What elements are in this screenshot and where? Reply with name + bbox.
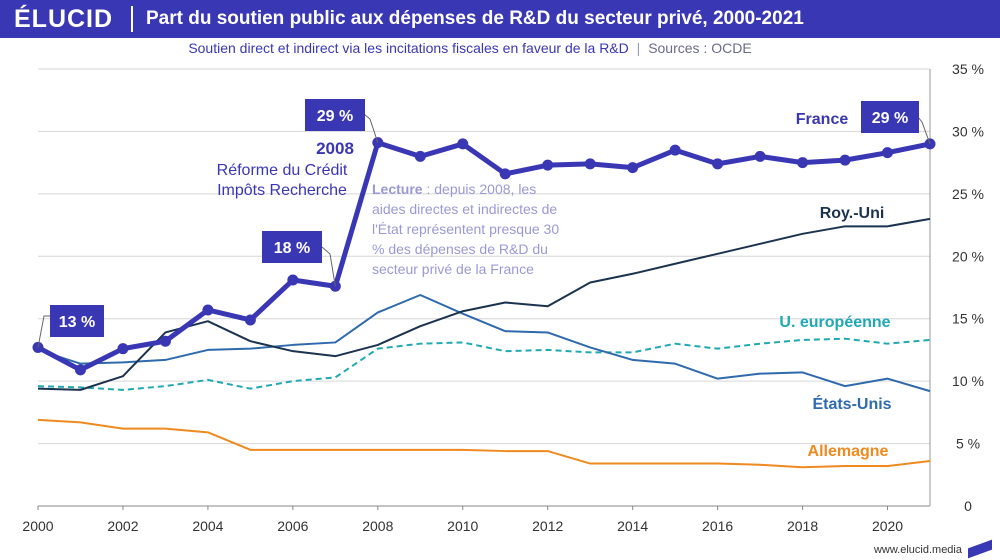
france-point [669,144,681,156]
leader-13 [37,315,50,348]
logo-divider [131,6,133,32]
series-line-allemagne [37,418,931,469]
gridlines [37,68,931,510]
france-point [457,138,469,150]
france-point [414,150,426,162]
france-point [287,274,299,286]
y-tick-label: 25 % [952,186,984,202]
chart-subtitle: Soutien direct et indirect via les incit… [0,40,940,56]
reform-line: Réforme du Crédit [217,162,348,179]
callout-29-2021-box [861,101,919,133]
y-tick-label: 0 [964,498,972,514]
footer-url[interactable]: www.elucid.media [873,544,962,556]
france-point [74,364,86,376]
chart-title: Part du soutien public aux dépenses de R… [146,8,804,29]
annotations: 13 % 18 % 29 % 29 % 2008 Réforme du Crédit Imp… [37,99,931,348]
callout-13-text: 13 % [59,314,95,331]
x-tick-label: 2016 [702,518,733,534]
reform-year: 2008 [316,139,354,158]
series-line--tats-unis [37,293,931,393]
leader-29-2008 [363,113,379,143]
series-line-france [36,140,931,373]
lecture-bold: Lecture [372,181,423,197]
y-tick-label: 20 % [952,248,984,264]
lecture-line: Lecture : depuis 2008, les [372,181,536,197]
callout-13-box [50,305,104,337]
france-point [542,159,554,171]
leader-29-2021 [917,116,931,145]
x-tick-label: 2000 [22,518,53,534]
reform-line: Impôts Recherche [217,182,347,199]
x-tick-label: 2014 [617,518,648,534]
callout-29-2021-text: 29 % [872,110,908,127]
x-tick-label: 2008 [362,518,393,534]
x-tick-label: 2010 [447,518,478,534]
x-tick-label: 2006 [277,518,308,534]
france-point [627,162,639,174]
france-point [839,154,851,166]
y-axis-tick-labels: 0 5 % 10 % 15 % 20 % 25 % 30 % 35 % [952,61,984,514]
y-tick-label: 10 % [952,373,984,389]
y-tick-label: 5 % [956,436,980,452]
series-line-u-europ-enne [37,337,931,391]
header-bar [0,0,1000,38]
series-label: Allemagne [808,443,889,460]
x-tick-label: 2012 [532,518,563,534]
source-label: Sources : OCDE [648,40,752,56]
lecture-line: secteur privé de la France [372,261,534,277]
lecture-line: l'État représentent presque 30 [372,221,559,237]
x-tick-label: 2018 [787,518,818,534]
france-point [117,343,129,355]
france-point [754,150,766,162]
y-tick-label: 35 % [952,61,984,77]
lecture-line: aides directes et indirectes de [372,201,557,217]
lecture-text: : depuis 2008, les [423,181,537,197]
y-tick-label: 30 % [952,123,984,139]
series-lines [36,140,931,469]
x-tick-label: 2020 [872,518,903,534]
callout-29-2008-box [305,99,365,131]
series-label: U. européenne [779,314,890,331]
subtitle-separator: | [636,40,641,56]
x-tick-label: 2002 [107,518,138,534]
y-tick-label: 15 % [952,311,984,327]
france-point [797,157,809,169]
series-label: États-Unis [812,394,891,413]
france-point [882,147,894,159]
callout-29-2008-text: 29 % [317,108,353,125]
france-point [499,168,511,180]
lecture-line: % des dépenses de R&D du [372,241,548,257]
series-label: France [796,111,849,128]
subtitle-text: Soutien direct et indirect via les incit… [188,40,629,56]
series-label: Roy.-Uni [820,205,885,222]
leader-18 [321,246,336,287]
callout-18-box [262,231,322,263]
x-axis-tick-labels: 2000 2002 2004 2006 2008 2010 2012 2014 2016 2018… [22,518,903,534]
france-markers [32,137,936,376]
france-point [712,158,724,170]
x-tick-label: 2004 [192,518,223,534]
series-labels: France Roy.-Uni U. européenne États-Unis All… [779,111,891,460]
france-point [584,158,596,170]
elucid-logo[interactable]: ÉLUCID [0,0,135,38]
france-point [159,335,171,347]
france-point [244,314,256,326]
france-point [202,304,214,316]
callout-18-text: 18 % [274,240,310,257]
